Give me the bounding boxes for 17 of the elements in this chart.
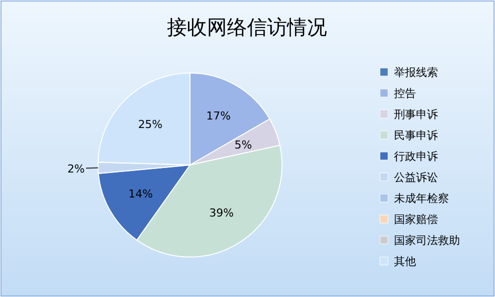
legend-label: 举报线索 — [394, 66, 438, 79]
legend-label: 其他 — [394, 255, 416, 268]
data-label: 14% — [128, 188, 153, 201]
data-label: 2% — [67, 162, 85, 176]
legend-label: 刑事申诉 — [394, 108, 438, 121]
data-label: 39% — [209, 206, 234, 220]
chart-title: 接收网络信访情况 — [167, 15, 327, 39]
data-label: 5% — [234, 138, 252, 152]
legend-label: 控告 — [394, 87, 416, 100]
legend-label: 未成年检察 — [394, 192, 449, 205]
data-label: 17% — [206, 110, 231, 123]
legend-label: 国家赔偿 — [394, 213, 438, 226]
legend-label: 行政申诉 — [394, 150, 438, 163]
legend-label: 国家司法救助 — [394, 234, 460, 247]
data-label: 25% — [138, 118, 163, 132]
legend-label: 民事申诉 — [394, 129, 438, 142]
legend-label: 公益诉讼 — [394, 171, 438, 184]
